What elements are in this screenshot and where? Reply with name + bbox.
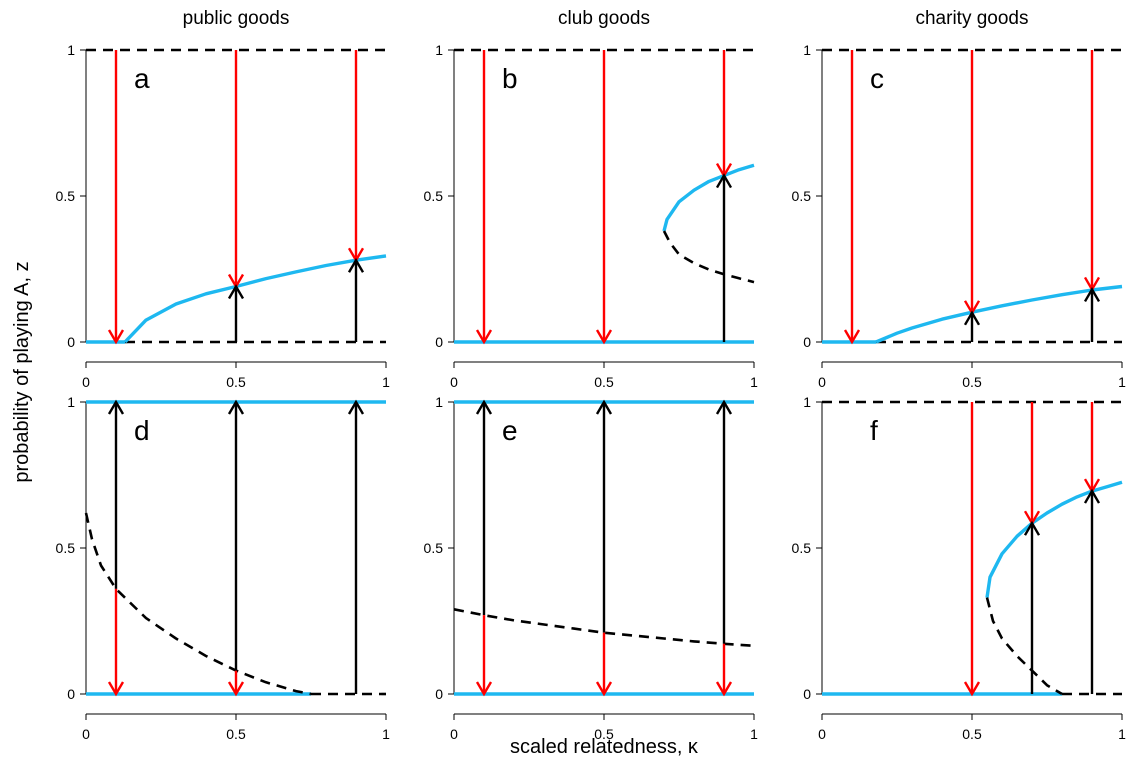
arrow-up-head	[107, 399, 125, 415]
y-tick-label: 0	[67, 334, 75, 350]
panel-b: 0 0.5 1 0 0.5 1 b	[424, 42, 759, 390]
x-tick-label: 0.5	[594, 726, 614, 742]
x-tick-label: 1	[750, 374, 758, 390]
arrow-up-head	[1023, 520, 1041, 536]
x-tick-label: 0.5	[594, 374, 614, 390]
arrow-down-head	[963, 681, 981, 697]
arrow-up-head	[227, 399, 245, 415]
arrow-up-head	[715, 173, 733, 189]
arrow-up-head	[595, 399, 613, 415]
unstable-equilibrium-line	[662, 230, 755, 284]
x-tick-label: 0.5	[226, 726, 246, 742]
arrow-up-head	[715, 399, 733, 415]
arrow-down-head	[843, 329, 861, 345]
panel-letter: a	[134, 63, 150, 94]
x-tick-label: 0	[450, 374, 458, 390]
x-tick-label: 0	[82, 726, 90, 742]
y-tick-label: 0	[435, 686, 443, 702]
stable-equilibrium-line	[123, 254, 387, 344]
stable-equilibrium-line	[662, 163, 755, 232]
column-title-club-goods: club goods	[558, 8, 650, 29]
arrow-down-head	[107, 329, 125, 345]
x-tick-label: 1	[382, 726, 390, 742]
panel-letter: e	[502, 415, 518, 446]
unstable-equilibrium-line	[84, 512, 312, 696]
x-tick-label: 1	[382, 374, 390, 390]
y-tick-label: 0	[803, 686, 811, 702]
stable-equilibrium-line	[875, 284, 1123, 344]
arrow-up-head	[1083, 488, 1101, 504]
panel-e: 0 0.5 1 0 0.5 1 e	[424, 394, 759, 742]
y-tick-label: 0.5	[792, 188, 812, 204]
arrow-down-head	[107, 681, 125, 697]
x-tick-label: 1	[1118, 374, 1126, 390]
y-tick-label: 0.5	[424, 188, 444, 204]
x-tick-label: 1	[750, 726, 758, 742]
y-tick-label: 0.5	[424, 540, 444, 556]
y-tick-label: 0	[67, 686, 75, 702]
y-tick-label: 1	[803, 394, 811, 410]
y-tick-label: 1	[435, 42, 443, 58]
panel-letter: f	[870, 415, 878, 446]
panel-a: 0 0.5 1 0 0.5 1 a	[56, 42, 391, 390]
arrow-down-head	[475, 329, 493, 345]
column-title-public-goods: public goods	[183, 8, 290, 29]
x-tick-label: 0.5	[226, 374, 246, 390]
y-tick-label: 0.5	[56, 188, 76, 204]
arrow-down-head	[475, 681, 493, 697]
y-tick-label: 1	[67, 394, 75, 410]
panel-letter: c	[870, 63, 884, 94]
x-tick-label: 1	[1118, 726, 1126, 742]
arrow-down-head	[227, 681, 245, 697]
y-tick-label: 1	[803, 42, 811, 58]
x-tick-label: 0	[818, 374, 826, 390]
unstable-equilibrium-line	[985, 597, 1063, 696]
y-tick-label: 0	[803, 334, 811, 350]
panel-letter: b	[502, 63, 518, 94]
arrow-up-head	[475, 399, 493, 415]
arrow-down-head	[595, 681, 613, 697]
panel-letter: d	[134, 415, 150, 446]
y-tick-label: 0.5	[792, 540, 812, 556]
panel-d: 0 0.5 1 0 0.5 1 d	[56, 394, 391, 742]
arrow-up-head	[963, 310, 981, 326]
y-tick-label: 1	[435, 394, 443, 410]
y-axis-title: probability of playing A, z	[11, 261, 33, 482]
arrow-up-head	[347, 399, 365, 415]
y-tick-label: 1	[67, 42, 75, 58]
column-title-charity-goods: charity goods	[915, 8, 1028, 29]
arrow-down-head	[595, 329, 613, 345]
panel-c: 0 0.5 1 0 0.5 1 c	[792, 42, 1126, 390]
arrow-up-head	[1083, 287, 1101, 303]
x-tick-label: 0.5	[962, 726, 982, 742]
y-tick-label: 0	[435, 334, 443, 350]
x-tick-label: 0.5	[962, 374, 982, 390]
arrow-up-head	[227, 284, 245, 300]
x-axis-title: scaled relatedness, κ	[510, 736, 699, 758]
stable-equilibrium-line	[985, 480, 1123, 598]
x-tick-label: 0	[82, 374, 90, 390]
arrow-up-head	[347, 257, 365, 273]
panel-f: 0 0.5 1 0 0.5 1 f	[792, 394, 1126, 742]
x-tick-label: 0	[450, 726, 458, 742]
y-tick-label: 0.5	[56, 540, 76, 556]
x-tick-label: 0	[818, 726, 826, 742]
arrow-down-head	[715, 681, 733, 697]
